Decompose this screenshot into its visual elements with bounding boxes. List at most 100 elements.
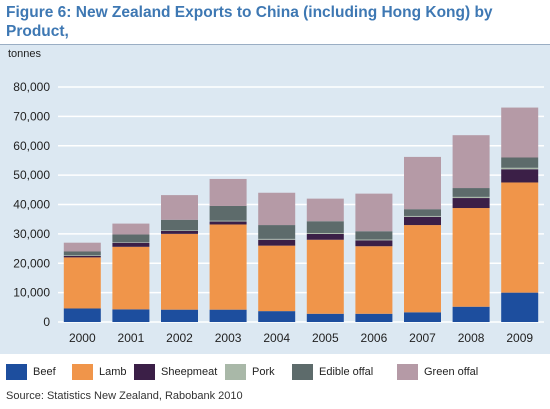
bar-segment (209, 205, 247, 221)
bar-segment (404, 312, 441, 322)
bar-segment (63, 255, 101, 258)
bar-segment (501, 167, 539, 170)
bar-segment (63, 255, 101, 256)
bar-segment (355, 193, 393, 232)
bar-segment (112, 246, 150, 310)
bar-segment (501, 182, 539, 293)
x-tick-label: 2002 (166, 331, 193, 345)
bar-segment (404, 156, 441, 210)
bar-segment (161, 230, 198, 231)
legend-swatch (72, 364, 93, 380)
legend-label: Lamb (99, 366, 127, 378)
bar-segment (209, 309, 247, 322)
y-tick-label: 40,000 (13, 198, 50, 212)
bar-segment (452, 198, 490, 209)
bar-segment (112, 223, 150, 235)
legend: Beef Lamb Sheepmeat Pork Edible offal Green o… (0, 354, 550, 388)
bar-segment (306, 239, 344, 314)
bar-segment (501, 292, 539, 322)
chart-title-line1: Figure 6: New Zealand Exports to China (… (6, 4, 493, 40)
legend-item: Lamb (72, 364, 127, 380)
bar-segment (209, 224, 247, 310)
x-tick-label: 2003 (215, 331, 242, 345)
x-tick-label: 2006 (361, 331, 388, 345)
bar-segment (452, 306, 490, 322)
bar-segment (161, 195, 198, 220)
legend-item: Beef (6, 364, 56, 380)
legend-swatch (6, 364, 27, 380)
bar-segment (112, 242, 150, 247)
bar-segment (258, 225, 296, 239)
legend-label: Sheepmeat (161, 366, 218, 378)
bar-segment (306, 313, 344, 322)
legend-swatch (134, 364, 155, 380)
y-tick-label: 80,000 (13, 80, 50, 94)
y-tick-label: 20,000 (13, 256, 50, 270)
legend-swatch (225, 364, 246, 380)
bar-segment (63, 257, 101, 309)
bar-segment (112, 242, 150, 243)
legend-item: Sheepmeat (134, 364, 217, 380)
y-tick-label: 60,000 (13, 139, 50, 153)
legend-label: Edible offal (319, 366, 374, 378)
x-tick-label: 2001 (118, 331, 145, 345)
x-tick-label: 2004 (263, 331, 290, 345)
title-bar: Figure 6: New Zealand Exports to China (… (0, 0, 550, 59)
bar-segment (452, 135, 490, 189)
y-tick-label: 70,000 (13, 109, 50, 123)
bar-segment (404, 216, 441, 226)
bar-segment (63, 308, 101, 322)
legend-item: Pork (225, 364, 275, 380)
bar-segment (404, 209, 441, 216)
legend-label: Beef (33, 366, 56, 378)
bar-segment (258, 311, 296, 322)
bar-segment (501, 107, 539, 158)
y-tick-label: 10,000 (13, 286, 50, 300)
bar-segment (209, 221, 247, 225)
bar-segment (209, 178, 247, 206)
y-tick-label: 50,000 (13, 168, 50, 182)
y-tick-label: 0 (43, 315, 50, 329)
x-tick-label: 2008 (458, 331, 485, 345)
bar-segment (501, 157, 539, 168)
legend-item: Edible offal (292, 364, 373, 380)
bar-segment (452, 188, 490, 197)
bar-segment (258, 192, 296, 226)
bar-segment (355, 240, 393, 247)
bar-segment (161, 230, 198, 234)
x-tick-label: 2007 (409, 331, 436, 345)
bar-segment (258, 239, 296, 246)
legend-item: Green offal (397, 364, 478, 380)
bar-segment (404, 225, 441, 313)
bar-segment (306, 233, 344, 240)
source-note: Source: Statistics New Zealand, Rabobank… (6, 390, 243, 402)
bar-segment (63, 251, 101, 256)
bar-segment (355, 246, 393, 314)
x-tick-label: 2009 (506, 331, 533, 345)
bar-segment (209, 220, 247, 222)
legend-label: Green offal (424, 366, 479, 378)
bar-segment (355, 239, 393, 241)
bar-segment (161, 233, 198, 310)
bar-segment (501, 169, 539, 183)
legend-swatch (397, 364, 418, 380)
bar-segment (112, 234, 150, 243)
x-tick-label: 2005 (312, 331, 339, 345)
bar-segment (63, 242, 101, 252)
bar-segment (355, 313, 393, 322)
bar-segment (258, 245, 296, 312)
bar-segment (306, 221, 344, 233)
bar-segment (404, 215, 441, 217)
bar-segment (112, 309, 150, 322)
bar-chart: tonnes 0 10,000 20,000 30,000 40,000 50,000 60,… (8, 48, 544, 345)
y-axis-unit-label: tonnes (8, 48, 42, 60)
bar-segment (161, 219, 198, 231)
bar-segment (452, 196, 490, 199)
x-tick-label: 2000 (69, 331, 96, 345)
y-tick-label: 30,000 (13, 227, 50, 241)
title-divider (0, 44, 550, 45)
bar-segment (355, 231, 393, 240)
bar-segment (161, 309, 198, 322)
legend-label: Pork (252, 366, 275, 378)
